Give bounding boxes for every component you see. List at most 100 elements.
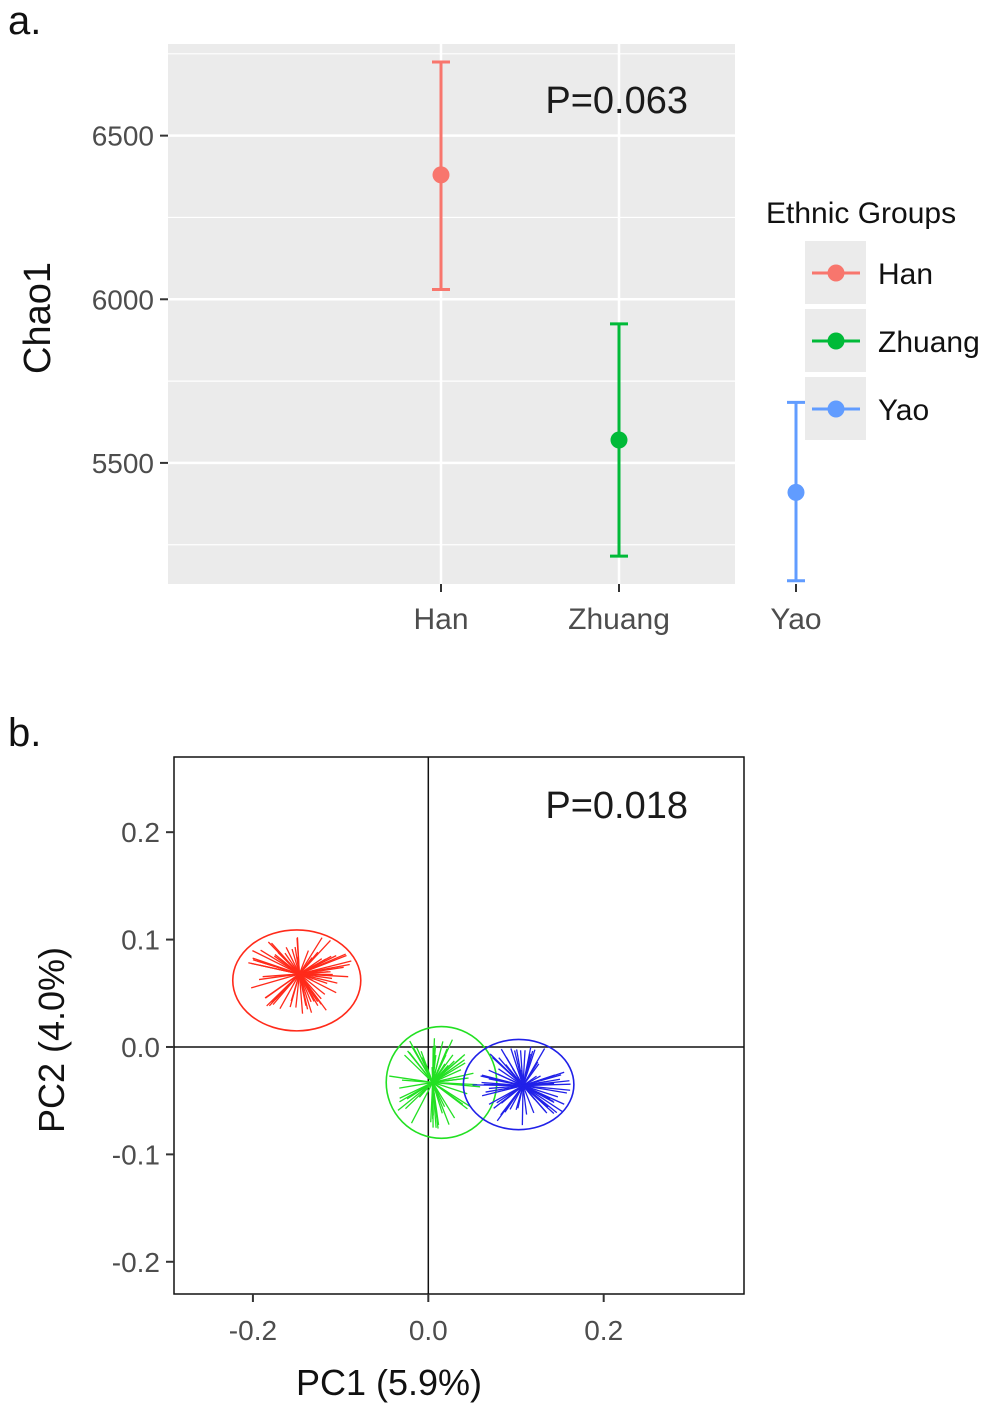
pcoa-spider-line (298, 937, 323, 975)
pcoa-spider-line (389, 1075, 433, 1084)
pcoa-spider-line (522, 1053, 532, 1086)
pcoa-spider-line (432, 1082, 450, 1125)
pcoa-spider-line (489, 1053, 524, 1087)
panel-a-label: a. (8, 0, 41, 43)
pcoa-spider-line (522, 1085, 559, 1098)
pcoa-spider-line (250, 973, 300, 989)
pcoa-group-zhuang (385, 1025, 498, 1140)
legend-key-point (827, 400, 845, 418)
pcoa-group-yao (462, 1038, 575, 1131)
pcoa-p-value: P=0.018 (545, 785, 688, 827)
pcoa-plot-frame (173, 756, 745, 1295)
pcoa-spider-line (267, 941, 300, 975)
chao1-y-tick-label: 5500 (92, 448, 154, 479)
pcoa-spider-line (252, 959, 300, 975)
legend: Ethnic Groups Han Zhuang Yao (766, 197, 980, 440)
pcoa-spider-line (290, 973, 301, 1002)
pcoa-spider-line (505, 1064, 524, 1087)
pcoa-y-axis-label: PC2 (4.0%) (31, 947, 72, 1133)
pcoa-x-tick-label: 0.2 (584, 1315, 623, 1346)
pcoa-spider-line (498, 1068, 524, 1087)
pcoa-spider-line (522, 1082, 555, 1087)
panel-b-label: b. (8, 711, 41, 755)
pcoa-spider-line (432, 1041, 444, 1083)
pcoa-spider-line (432, 1062, 466, 1083)
pcoa-spider-line (299, 973, 328, 984)
pcoa-spider-line (432, 1081, 468, 1095)
legend-title: Ethnic Groups (766, 197, 956, 230)
pcoa-spider-line (418, 1081, 434, 1098)
chao1-marks (432, 60, 805, 583)
chao1-mean-point-zhuang (610, 431, 628, 449)
pcoa-spider-line (432, 1057, 463, 1083)
chao1-y-axis-label: Chao1 (17, 262, 59, 374)
pcoa-spider-line (404, 1054, 434, 1083)
chao1-y-tick-label: 6000 (92, 284, 154, 315)
pcoa-spider-line (298, 973, 327, 1011)
pcoa-spider-line (522, 1085, 568, 1094)
pcoa-spider-line (522, 1085, 555, 1114)
pcoa-spider-line (279, 973, 300, 1010)
pcoa-spider-line (298, 973, 307, 1006)
pcoa-spider-line (522, 1085, 535, 1114)
pcoa-spider-line (408, 1051, 434, 1083)
pcoa-spider-line (481, 1074, 524, 1087)
pcoa-spider-line (258, 973, 300, 981)
pcoa-spider-line (496, 1085, 524, 1122)
pcoa-ellipse-yao (462, 1038, 575, 1131)
pcoa-marks (231, 929, 575, 1140)
pcoa-spider-line (299, 954, 347, 975)
pcoa-spider-line (432, 1082, 440, 1125)
pcoa-spider-line (298, 951, 319, 975)
pcoa-spider-line (522, 1085, 565, 1105)
pcoa-spider-line (432, 1081, 471, 1107)
pcoa-axes: -0.2 -0.1 0.0 0.1 0.2 -0.2 0.0 0.2 (112, 757, 744, 1346)
chao1-x-tick-label: Yao (770, 603, 821, 636)
pcoa-y-tick-label: 0.2 (121, 817, 160, 848)
pcoa-spider-line (298, 973, 326, 995)
pcoa-spider-line (488, 1084, 524, 1090)
pcoa-x-tick-label: 0.0 (409, 1315, 448, 1346)
chao1-mean-point-yao (787, 483, 805, 501)
chao1-x-tick-label: Han (413, 603, 468, 636)
pcoa-spider-line (522, 1085, 564, 1113)
legend-key-point (827, 332, 845, 350)
legend-key-point (827, 264, 845, 282)
pcoa-ellipse-zhuang (385, 1025, 498, 1140)
pcoa-group-han (231, 929, 362, 1032)
pcoa-spider-line (399, 1081, 433, 1089)
pcoa-y-tick-label: 0.0 (121, 1032, 160, 1063)
pcoa-spider-line (273, 955, 300, 975)
pcoa-spider-line (252, 950, 300, 975)
pcoa-spider-line (481, 1085, 524, 1097)
legend-label-zhuang: Zhuang (878, 326, 980, 359)
pcoa-y-tick-label: -0.2 (112, 1247, 160, 1278)
pcoa-spider-line (432, 1045, 437, 1083)
pcoa-spider-line (266, 973, 300, 1007)
pcoa-spider-line (410, 1045, 434, 1083)
pcoa-spider-line (522, 1074, 556, 1087)
legend-label-han: Han (878, 258, 933, 291)
pcoa-spider-line (522, 1050, 526, 1086)
pcoa-spider-line (522, 1085, 528, 1115)
chao1-mean-point-han (432, 166, 450, 184)
chao1-axes: 5500 6000 6500 Han Zhuang Yao (92, 121, 822, 636)
legend-label-yao: Yao (878, 394, 929, 427)
pcoa-spider-line (432, 1039, 454, 1083)
pcoa-y-tick-label: 0.1 (121, 925, 160, 956)
pcoa-ellipse-han (231, 929, 362, 1032)
pcoa-spider-line (298, 950, 309, 975)
pcoa-spider-line (265, 973, 300, 999)
pcoa-spider-line (496, 1085, 524, 1104)
pcoa-spider-line (406, 1081, 434, 1100)
pcoa-spider-line (513, 1050, 524, 1086)
pcoa-spider-line (295, 973, 301, 1008)
pcoa-spider-line (299, 973, 337, 994)
pcoa-spider-line (497, 1073, 524, 1087)
pcoa-spider-line (432, 1082, 456, 1119)
chao1-chart: 5500 6000 6500 Han Zhuang Yao P=0.063 Chao1 E… (17, 44, 980, 636)
pcoa-spider-line (298, 973, 312, 1003)
pcoa-spider-line (397, 1081, 434, 1111)
chao1-y-tick-label: 6500 (92, 121, 154, 152)
pcoa-y-tick-label: -0.1 (112, 1139, 160, 1170)
